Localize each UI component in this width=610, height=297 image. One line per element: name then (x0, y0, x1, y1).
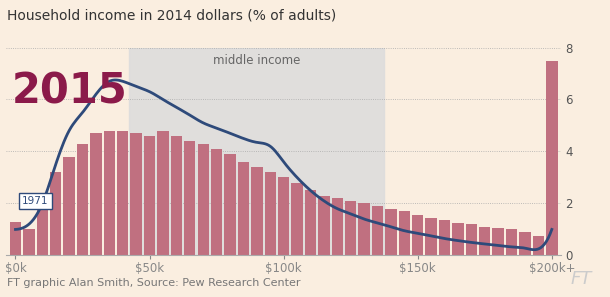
Bar (372, 206, 383, 255)
Bar (129, 48, 384, 255)
Bar (23, 229, 35, 255)
Bar (251, 167, 262, 255)
Bar (452, 223, 464, 255)
Bar (104, 131, 115, 255)
Text: Household income in 2014 dollars (% of adults): Household income in 2014 dollars (% of a… (7, 9, 337, 23)
Bar (265, 172, 276, 255)
Bar (398, 211, 410, 255)
Bar (292, 183, 303, 255)
Bar (533, 236, 544, 255)
Bar (171, 136, 182, 255)
Bar (439, 220, 450, 255)
Bar (479, 227, 490, 255)
Bar (318, 196, 329, 255)
Text: middle income: middle income (213, 54, 301, 67)
Text: 2015: 2015 (12, 71, 127, 113)
Bar (519, 232, 531, 255)
Bar (198, 144, 209, 255)
Bar (211, 149, 222, 255)
Bar (63, 157, 75, 255)
Bar (37, 206, 48, 255)
Bar (184, 141, 195, 255)
Bar (117, 131, 129, 255)
Bar (90, 133, 102, 255)
Text: FT: FT (570, 270, 592, 288)
Bar (492, 228, 504, 255)
Bar (144, 136, 156, 255)
Bar (546, 61, 558, 255)
Bar (359, 203, 370, 255)
Bar (50, 172, 62, 255)
Bar (238, 162, 249, 255)
Bar (278, 178, 289, 255)
Bar (77, 144, 88, 255)
Bar (10, 222, 21, 255)
Bar (465, 224, 477, 255)
Bar (345, 201, 356, 255)
Bar (332, 198, 343, 255)
Text: 1971: 1971 (22, 196, 49, 206)
Bar (425, 218, 437, 255)
Bar (305, 190, 316, 255)
Text: FT graphic Alan Smith, Source: Pew Research Center: FT graphic Alan Smith, Source: Pew Resea… (7, 278, 301, 288)
Bar (506, 229, 517, 255)
Bar (386, 208, 396, 255)
Bar (412, 215, 423, 255)
Bar (157, 131, 169, 255)
Bar (131, 133, 142, 255)
Bar (224, 154, 235, 255)
